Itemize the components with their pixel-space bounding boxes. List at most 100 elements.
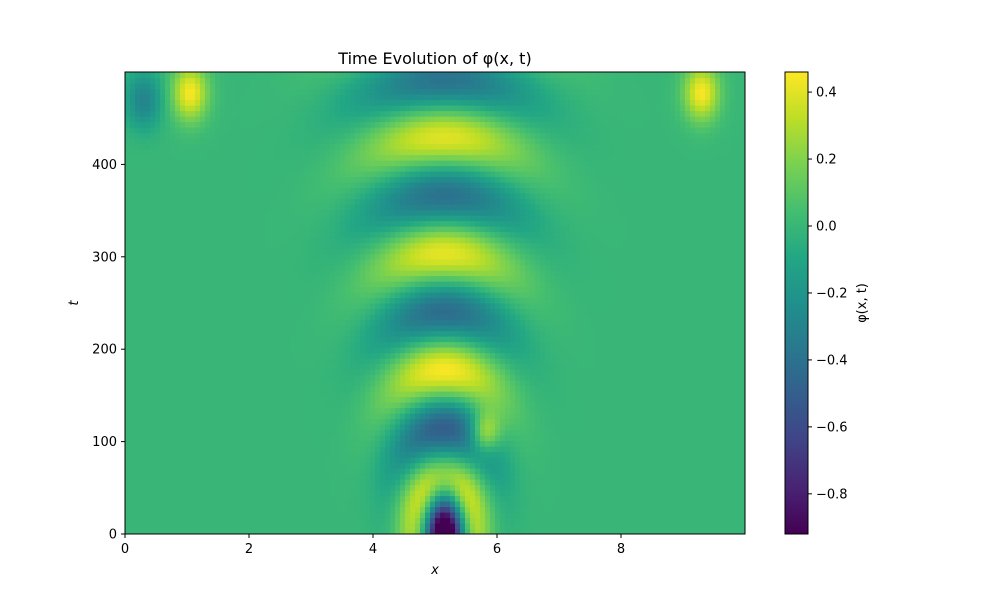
heatmap-cell — [575, 479, 581, 486]
heatmap-cell — [285, 523, 291, 530]
heatmap-cell — [665, 369, 671, 376]
heatmap-cell — [675, 330, 681, 337]
heatmap-cell — [545, 325, 551, 332]
heatmap-cell — [365, 429, 371, 436]
heatmap-cell — [625, 325, 631, 332]
heatmap-cell — [140, 418, 146, 425]
heatmap-cell — [315, 512, 321, 519]
heatmap-cell — [445, 479, 451, 486]
heatmap-cell — [555, 325, 561, 332]
heatmap-cell — [525, 473, 531, 480]
heatmap-cell — [450, 429, 456, 436]
heatmap-cell — [725, 501, 731, 508]
heatmap-cell — [405, 424, 411, 431]
heatmap-cell — [515, 457, 521, 464]
heatmap-cell — [460, 517, 466, 524]
heatmap-cell — [605, 407, 611, 414]
heatmap-cell — [450, 396, 456, 403]
heatmap-cell — [475, 528, 481, 534]
heatmap-cell — [595, 330, 601, 337]
heatmap-cell — [220, 374, 226, 381]
heatmap-cell — [525, 391, 531, 398]
heatmap-cell — [260, 528, 266, 534]
heatmap-cell — [430, 517, 436, 524]
heatmap-cell — [565, 314, 571, 321]
heatmap-cell — [180, 501, 186, 508]
heatmap-cell — [550, 413, 556, 420]
heatmap-cell — [605, 451, 611, 458]
heatmap-cell — [405, 506, 411, 513]
heatmap-cell — [410, 506, 416, 513]
heatmap-cell — [255, 363, 261, 370]
heatmap-cell — [215, 495, 221, 502]
heatmap-cell — [235, 457, 241, 464]
heatmap-cell — [635, 402, 641, 409]
heatmap-cell — [255, 413, 261, 420]
heatmap-cell — [600, 506, 606, 513]
heatmap-cell — [245, 440, 251, 447]
heatmap-cell — [575, 495, 581, 502]
heatmap-cell — [405, 319, 411, 326]
heatmap-cell — [595, 523, 601, 530]
heatmap-cell — [180, 374, 186, 381]
heatmap-cell — [475, 517, 481, 524]
heatmap-cell — [200, 391, 206, 398]
heatmap-cell — [630, 385, 636, 392]
heatmap-cell — [515, 528, 521, 534]
heatmap-cell — [125, 396, 131, 403]
heatmap-cell — [350, 330, 356, 337]
heatmap-cell — [580, 369, 586, 376]
heatmap-cell — [465, 314, 471, 321]
heatmap-cell — [130, 473, 136, 480]
heatmap-cell — [365, 396, 371, 403]
heatmap-cell — [215, 330, 221, 337]
heatmap-cell — [740, 385, 745, 392]
heatmap-cell — [710, 501, 716, 508]
heatmap-cell — [150, 325, 156, 332]
heatmap-cell — [685, 484, 691, 491]
heatmap-cell — [445, 341, 451, 348]
heatmap-cell — [450, 457, 456, 464]
heatmap-cell — [510, 369, 516, 376]
heatmap-cell — [340, 347, 346, 354]
heatmap-cell — [700, 462, 706, 469]
heatmap-cell — [290, 490, 296, 497]
heatmap-cell — [325, 435, 331, 442]
heatmap-cell — [255, 429, 261, 436]
heatmap-cell — [470, 523, 476, 530]
heatmap-cell — [580, 462, 586, 469]
heatmap-cell — [635, 407, 641, 414]
heatmap-cell — [710, 490, 716, 497]
heatmap-cell — [600, 341, 606, 348]
heatmap-cell — [295, 435, 301, 442]
heatmap-cell — [730, 369, 736, 376]
heatmap-cell — [480, 407, 486, 414]
heatmap-cell — [150, 380, 156, 387]
heatmap-cell — [275, 391, 281, 398]
heatmap-cell — [315, 446, 321, 453]
heatmap-cell — [460, 429, 466, 436]
heatmap-cell — [580, 336, 586, 343]
heatmap-cell — [530, 517, 536, 524]
heatmap-cell — [265, 358, 271, 365]
heatmap-cell — [225, 358, 231, 365]
heatmap-cell — [705, 407, 711, 414]
heatmap-cell — [575, 435, 581, 442]
heatmap-cell — [465, 402, 471, 409]
heatmap-cell — [505, 330, 511, 337]
heatmap-cell — [505, 479, 511, 486]
heatmap-cell — [285, 462, 291, 469]
heatmap-cell — [270, 380, 276, 387]
heatmap-cell — [145, 336, 151, 343]
heatmap-cell — [240, 484, 246, 491]
heatmap-cell — [520, 473, 526, 480]
heatmap-cell — [290, 484, 296, 491]
heatmap-cell — [355, 418, 361, 425]
heatmap-cell — [230, 506, 236, 513]
heatmap-cell — [245, 369, 251, 376]
heatmap-cell — [540, 402, 546, 409]
heatmap-cell — [285, 495, 291, 502]
heatmap-cell — [345, 369, 351, 376]
heatmap-cell — [245, 424, 251, 431]
heatmap-cell — [235, 374, 241, 381]
